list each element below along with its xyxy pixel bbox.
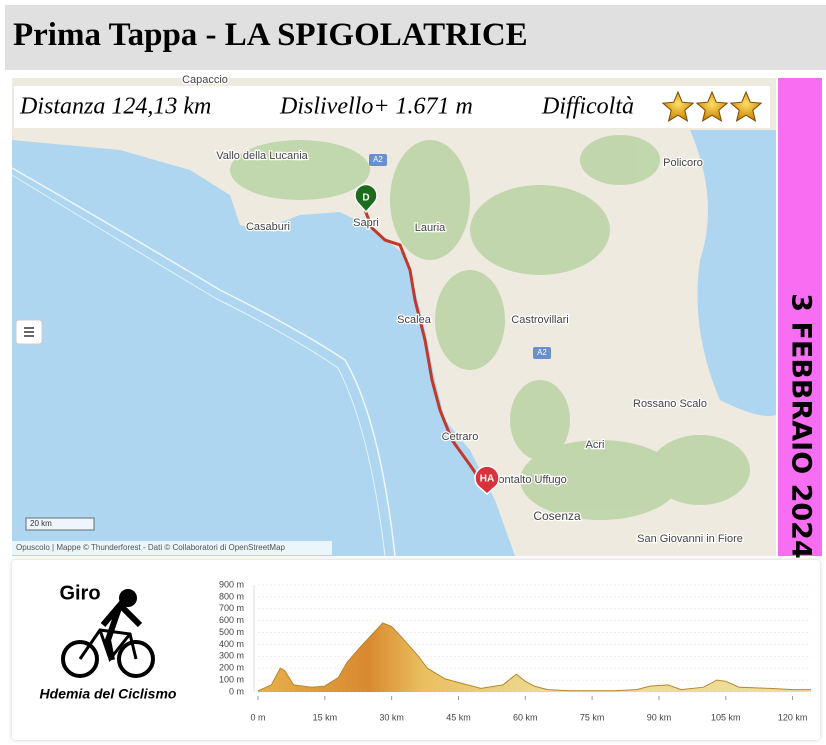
- place-label: Casaburi: [246, 221, 290, 233]
- y-tick-label: 100 m: [219, 674, 244, 684]
- road-shield: [369, 154, 387, 166]
- finish-marker-pin: [474, 465, 500, 496]
- elevation-line: [257, 622, 811, 692]
- place-label: Castrovillari: [511, 314, 568, 326]
- logo-title: Giro: [59, 582, 100, 604]
- x-tick-label: 75 km: [580, 712, 605, 722]
- y-tick-label: 500 m: [219, 627, 244, 637]
- difficulty-star: [661, 90, 695, 122]
- finish-marker: HA: [480, 474, 494, 485]
- place-label: Montalto Uffugo: [489, 474, 566, 486]
- place-label: Scalea: [397, 314, 432, 326]
- info-bar: [14, 86, 770, 128]
- forests: [230, 135, 750, 520]
- place-label: Cetraro: [442, 431, 479, 443]
- y-tick-label: 300 m: [219, 651, 244, 661]
- difficulty-star: [729, 90, 763, 122]
- map: [11, 78, 776, 557]
- road-shield: [533, 347, 551, 359]
- x-tick-label: 30 km: [379, 712, 404, 722]
- x-tick-label: 0 m: [250, 712, 265, 722]
- date: 3 FEBBRAIO 2024: [786, 293, 817, 558]
- date-strip: [778, 78, 822, 556]
- ionian-sea: [690, 130, 776, 416]
- x-tick-label: 45 km: [446, 712, 471, 722]
- place-label: Rossano Scalo: [633, 398, 707, 410]
- elevation-area: [258, 623, 811, 692]
- climb: Dislivello+ 1.671 m: [279, 94, 473, 120]
- page-title: Prima Tappa - LA SPIGOLATRICE: [13, 17, 528, 53]
- place-label: Cosenza: [533, 509, 581, 523]
- x-tick-label: 90 km: [647, 712, 672, 722]
- scale-label: 20 km: [30, 519, 52, 528]
- logo-cyclist: [61, 589, 155, 678]
- attribution: Opuscolo | Mappe © Thunderforest - Dati …: [16, 543, 286, 552]
- route: [363, 209, 489, 491]
- place-label: Lauria: [415, 222, 446, 234]
- road-label: A2: [537, 348, 547, 357]
- place-label: Sapri: [353, 217, 379, 229]
- place-label: Capaccio: [182, 74, 228, 86]
- road-label: A2: [373, 155, 383, 164]
- y-tick-label: 600 m: [219, 615, 244, 625]
- distance: Distanza 124,13 km: [19, 94, 211, 120]
- y-tick-label: 400 m: [219, 639, 244, 649]
- profile-card: [12, 560, 820, 740]
- place-label: Policoro: [663, 157, 703, 169]
- x-tick-label: 15 km: [313, 712, 338, 722]
- difficulty-star: [695, 90, 729, 122]
- start-marker-pin: [354, 183, 378, 214]
- y-tick-label: 900 m: [219, 579, 244, 589]
- place-label: San Giovanni in Fiore: [637, 533, 743, 545]
- place-label: Acri: [586, 439, 605, 451]
- header: Prima Tappa - LA SPIGOLATRICE: [5, 5, 826, 70]
- x-tick-label: 105 km: [711, 712, 741, 722]
- y-tick-label: 200 m: [219, 663, 244, 673]
- logo-subtitle: Hdemia del Ciclismo: [40, 686, 177, 702]
- difficulty: Difficoltà: [541, 94, 634, 120]
- x-tick-label: 60 km: [513, 712, 538, 722]
- y-tick-label: 800 m: [219, 591, 244, 601]
- x-tick-label: 120 km: [778, 712, 808, 722]
- start-marker: D: [362, 193, 369, 204]
- place-label: Vallo della Lucania: [216, 150, 308, 162]
- y-tick-label: 700 m: [219, 603, 244, 613]
- y-tick-label: 0 m: [229, 686, 244, 696]
